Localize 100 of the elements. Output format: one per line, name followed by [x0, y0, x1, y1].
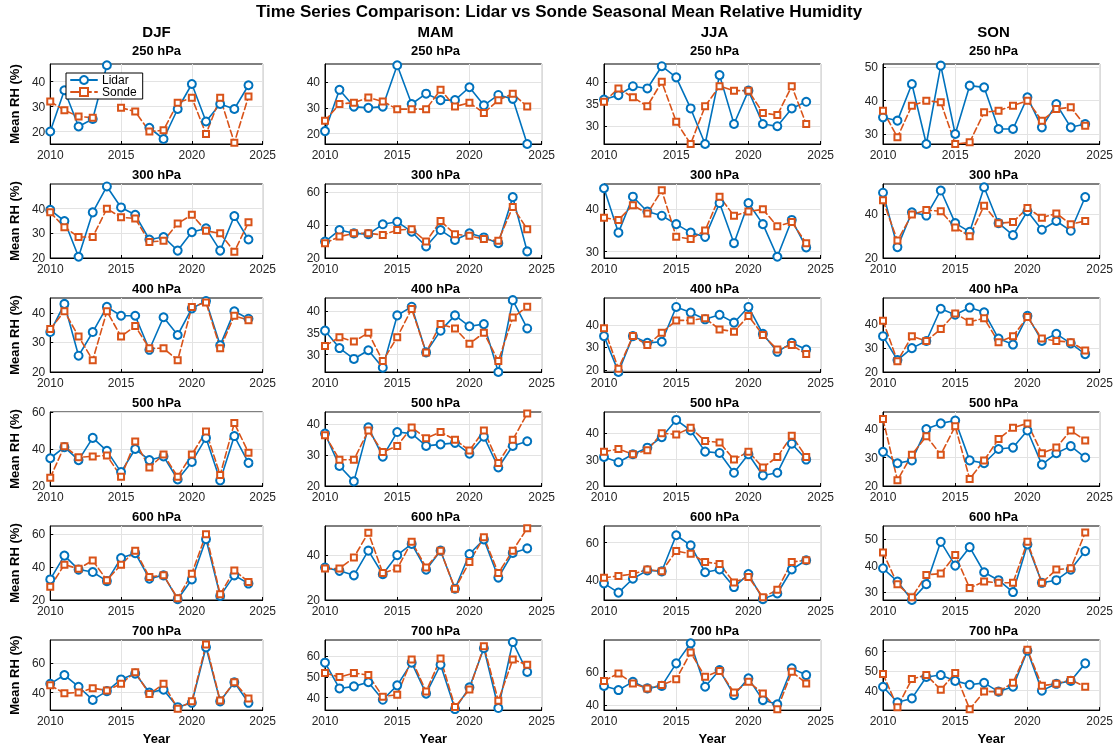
y-tick-label: 20 [306, 593, 321, 607]
x-tick-label: 2015 [107, 714, 135, 729]
y-tick-label: 40 [585, 572, 600, 587]
y-tick-label: 20 [31, 479, 46, 493]
y-tick-label: 30 [864, 127, 879, 141]
x-tick-label: 2010 [36, 148, 64, 162]
legend-label: Sonde [102, 85, 138, 99]
x-axis-title: Year [977, 731, 1006, 746]
y-tick-label: 60 [306, 185, 321, 200]
x-tick-label: 2025 [807, 148, 835, 162]
y-tick-label: 60 [864, 644, 879, 659]
x-tick-label: 2015 [941, 490, 969, 504]
x-tick-label: 2010 [36, 262, 64, 276]
chart-title: 700 hPa [689, 623, 740, 638]
y-tick-label: 60 [585, 535, 600, 550]
x-tick-label: 2025 [528, 714, 556, 729]
x-tick-label: 2010 [590, 376, 618, 390]
x-tick-label: 2025 [1086, 376, 1114, 390]
x-tick-label: 2010 [311, 714, 339, 729]
y-tick-label: 40 [31, 305, 46, 320]
y-tick-label: 30 [31, 226, 46, 241]
y-axis-title: Mean RH (%) [7, 181, 22, 261]
x-tick-label: 2025 [807, 262, 835, 276]
x-tick-label: 2015 [662, 262, 690, 276]
y-tick-label: 30 [585, 452, 600, 467]
x-tick-label: 2015 [941, 262, 969, 276]
y-axis-title: Mean RH (%) [7, 635, 22, 715]
x-tick-label: 2010 [869, 148, 897, 162]
chart-title: 700 hPa [968, 623, 1019, 638]
x-tick-label: 2015 [941, 376, 969, 390]
y-tick-label: 40 [864, 558, 879, 573]
x-tick-label: 2015 [662, 490, 690, 504]
y-tick-label: 20 [864, 479, 879, 493]
y-tick-label: 30 [306, 448, 321, 463]
x-tick-label: 2015 [383, 262, 411, 276]
x-axis-title: Year [419, 731, 448, 746]
x-tick-label: 2025 [249, 714, 277, 729]
x-tick-label: 2010 [311, 262, 339, 276]
y-tick-label: 40 [31, 560, 46, 575]
y-tick-label: 40 [864, 422, 879, 437]
x-tick-label: 2025 [249, 604, 277, 618]
x-tick-label: 2025 [807, 714, 835, 729]
x-tick-label: 2025 [1086, 490, 1114, 504]
x-tick-label: 2025 [1086, 148, 1114, 162]
y-tick-label: 20 [306, 126, 321, 141]
x-tick-label: 2020 [735, 714, 763, 729]
y-tick-label: 20 [31, 124, 46, 139]
chart-title: 400 hPa [410, 281, 461, 296]
x-tick-label: 2010 [311, 376, 339, 390]
x-tick-label: 2020 [1014, 148, 1042, 162]
y-axis-title: Mean RH (%) [7, 295, 22, 375]
y-tick-label: 60 [31, 656, 46, 671]
chart-title: JJA [700, 23, 729, 40]
x-tick-label: 2025 [1086, 604, 1114, 618]
chart-title: 700 hPa [410, 623, 461, 638]
x-tick-label: 2010 [311, 148, 339, 162]
y-tick-label: 20 [585, 479, 600, 493]
x-tick-label: 2010 [869, 490, 897, 504]
chart-title: 500 hPa [689, 395, 740, 410]
y-tick-label: 20 [31, 251, 46, 265]
x-tick-label: 2020 [178, 376, 206, 390]
x-axis-title: Year [142, 731, 171, 746]
x-tick-label: 2015 [662, 604, 690, 618]
y-tick-label: 30 [864, 450, 879, 465]
x-tick-label: 2025 [528, 148, 556, 162]
y-tick-label: 30 [585, 119, 600, 134]
x-tick-label: 2020 [1014, 604, 1042, 618]
x-tick-label: 2025 [1086, 714, 1114, 729]
y-tick-label: 30 [585, 244, 600, 259]
x-tick-label: 2020 [178, 714, 206, 729]
x-tick-label: 2020 [735, 262, 763, 276]
x-tick-label: 2010 [36, 714, 64, 729]
x-tick-label: 2010 [590, 148, 618, 162]
chart-title: 600 hPa [689, 509, 740, 524]
chart-subtitle: 250 hPa [410, 43, 461, 58]
x-tick-label: 2025 [807, 490, 835, 504]
chart-title: 300 hPa [968, 167, 1019, 182]
x-tick-label: 2025 [528, 376, 556, 390]
chart-title: 300 hPa [410, 167, 461, 182]
x-tick-label: 2025 [249, 148, 277, 162]
chart-title: 500 hPa [131, 395, 182, 410]
y-tick-label: 30 [864, 341, 879, 356]
y-tick-label: 30 [864, 585, 879, 600]
x-tick-label: 2025 [528, 604, 556, 618]
y-tick-label: 40 [585, 317, 600, 332]
y-tick-label: 40 [864, 207, 879, 222]
x-tick-label: 2015 [383, 376, 411, 390]
x-tick-label: 2020 [456, 262, 484, 276]
y-tick-label: 40 [31, 201, 46, 216]
x-tick-label: 2020 [735, 604, 763, 618]
x-axis-title: Year [698, 731, 727, 746]
legend-label: Lidar [102, 73, 129, 87]
x-tick-label: 2015 [107, 490, 135, 504]
y-tick-label: 50 [306, 670, 321, 685]
x-tick-label: 2020 [456, 604, 484, 618]
chart-subtitle: 250 hPa [131, 43, 182, 58]
chart-title: 300 hPa [689, 167, 740, 182]
chart-subtitle: 250 hPa [689, 43, 740, 58]
chart-title: 400 hPa [968, 281, 1019, 296]
x-tick-label: 2015 [941, 604, 969, 618]
